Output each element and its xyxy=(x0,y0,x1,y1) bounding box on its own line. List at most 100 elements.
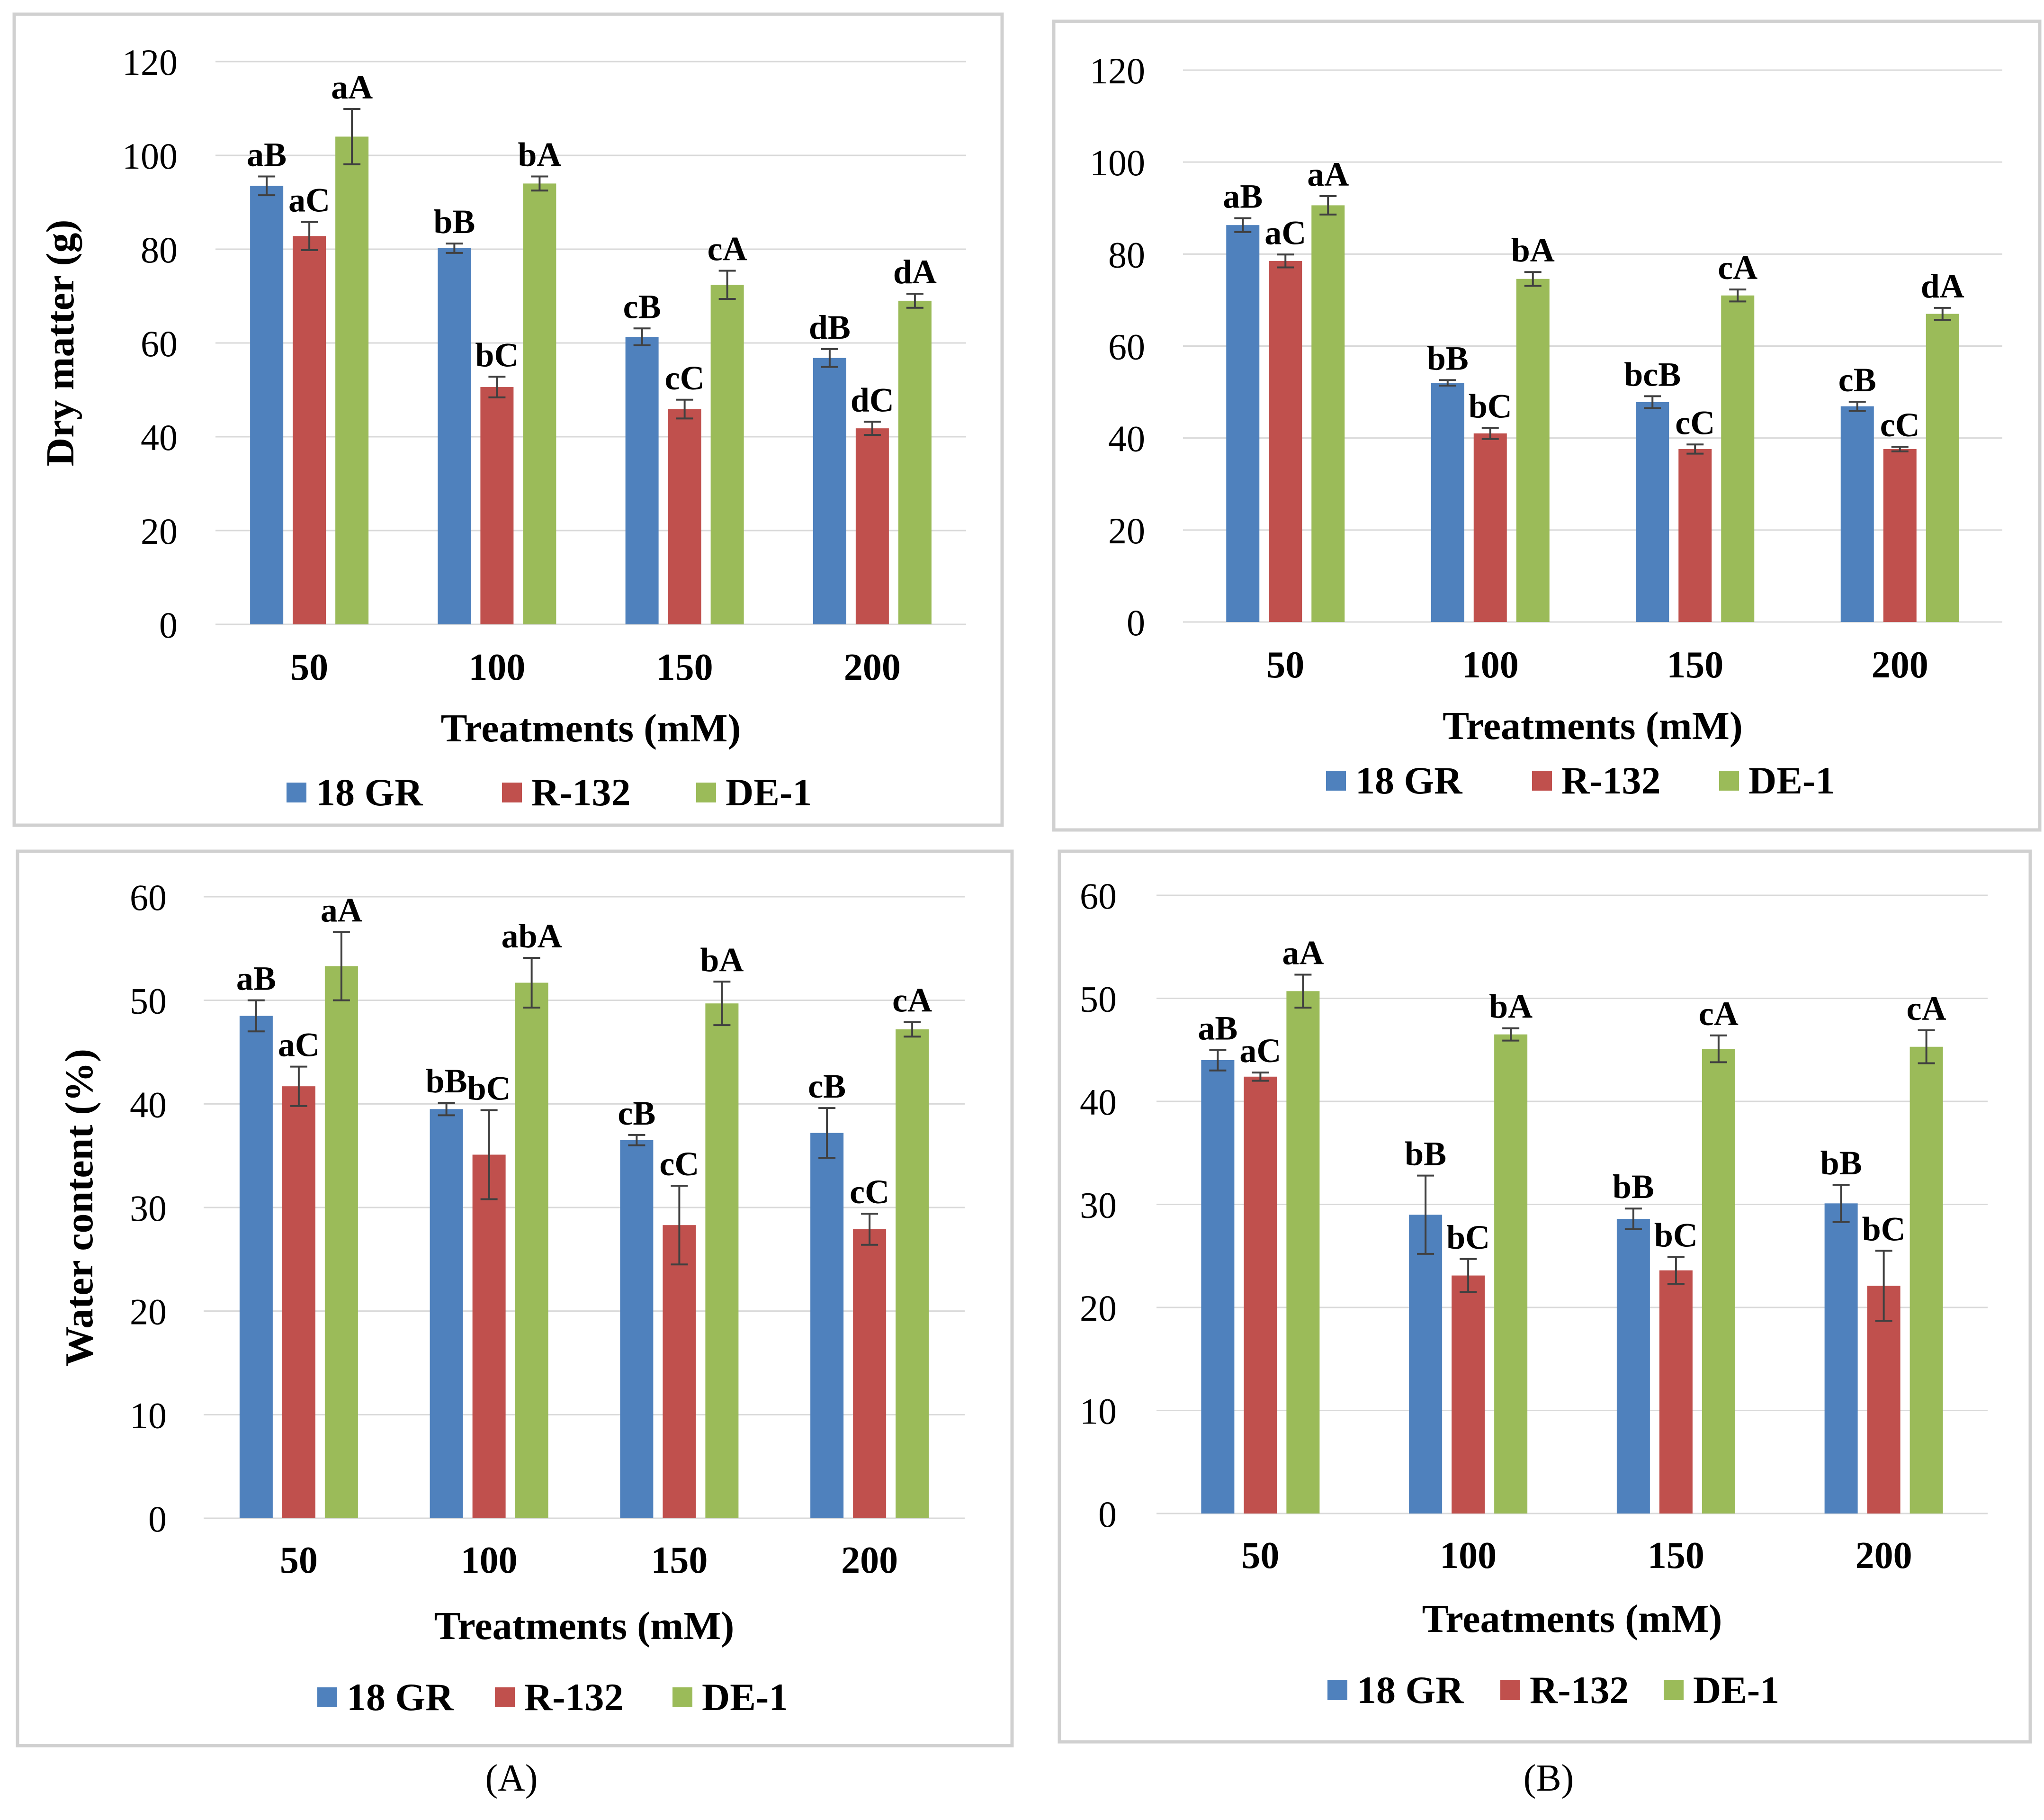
data-label: cC xyxy=(850,1173,889,1211)
y-tick-label: 20 xyxy=(130,1291,167,1333)
bar xyxy=(1286,991,1320,1514)
legend-swatch xyxy=(495,1687,515,1707)
data-label: dA xyxy=(893,253,937,291)
data-label: aB xyxy=(1198,1009,1237,1047)
bar xyxy=(1269,261,1302,622)
y-tick-label: 60 xyxy=(141,323,178,364)
bar xyxy=(523,183,556,624)
x-tick-label: 200 xyxy=(1856,1535,1912,1577)
y-axis-label: Water content (%) xyxy=(57,1049,101,1366)
bar xyxy=(438,248,471,624)
data-label: bC xyxy=(475,336,519,374)
data-label: aC xyxy=(288,181,330,219)
bar xyxy=(896,1029,929,1518)
panel-border xyxy=(1052,19,2042,832)
data-label: aB xyxy=(247,136,287,174)
y-tick-label: 120 xyxy=(1090,50,1145,91)
x-tick-label: 150 xyxy=(656,647,713,688)
data-label: bC xyxy=(1446,1218,1490,1256)
y-tick-label: 50 xyxy=(1080,979,1117,1020)
bar xyxy=(282,1086,315,1518)
y-tick-label: 40 xyxy=(141,417,178,458)
bar xyxy=(1494,1034,1528,1514)
data-label: aB xyxy=(236,960,276,998)
x-tick-label: 50 xyxy=(1266,644,1304,686)
legend-swatch xyxy=(1326,771,1346,791)
panel-border xyxy=(1058,849,2032,1744)
bar xyxy=(430,1109,463,1518)
panel-border xyxy=(12,12,1004,827)
x-tick-label: 100 xyxy=(1440,1535,1497,1577)
bar xyxy=(239,1016,273,1518)
bar xyxy=(1409,1215,1443,1514)
data-label: bA xyxy=(1511,231,1555,269)
y-tick-label: 80 xyxy=(1108,234,1145,275)
data-label: bB xyxy=(1613,1168,1654,1206)
data-label: cC xyxy=(665,359,705,397)
data-label: bcB xyxy=(1624,355,1681,393)
bar xyxy=(813,358,846,624)
legend-label: 18 GR xyxy=(1355,759,1462,802)
bar xyxy=(1201,1060,1235,1514)
y-tick-label: 100 xyxy=(122,135,178,177)
data-label: bA xyxy=(700,941,744,979)
bar xyxy=(810,1133,844,1518)
data-label: cA xyxy=(1699,995,1739,1033)
x-tick-label: 200 xyxy=(1872,644,1928,686)
bar xyxy=(1824,1203,1858,1514)
y-tick-label: 30 xyxy=(1080,1185,1117,1226)
data-label: cB xyxy=(623,288,661,325)
panel-border xyxy=(16,849,1014,1748)
bar xyxy=(705,1003,739,1518)
data-label: aB xyxy=(1223,178,1263,216)
data-label: bB xyxy=(426,1062,467,1100)
x-tick-label: 100 xyxy=(461,1540,518,1581)
bar xyxy=(1926,314,1959,622)
y-tick-label: 40 xyxy=(130,1084,167,1125)
data-label: aC xyxy=(278,1026,320,1064)
x-tick-label: 200 xyxy=(841,1540,898,1581)
data-label: dC xyxy=(851,381,894,419)
x-tick-label: 150 xyxy=(1648,1535,1704,1577)
legend-label: R-132 xyxy=(531,771,631,814)
bar xyxy=(472,1154,506,1518)
y-tick-label: 60 xyxy=(1108,326,1145,368)
data-label: aC xyxy=(1264,214,1306,252)
y-tick-label: 10 xyxy=(1080,1391,1117,1432)
x-tick-label: 150 xyxy=(1667,644,1723,686)
data-label: aA xyxy=(1282,934,1324,972)
bar xyxy=(1226,225,1260,622)
x-tick-label: 50 xyxy=(280,1540,318,1581)
bar xyxy=(625,337,659,624)
y-tick-label: 20 xyxy=(1080,1288,1117,1329)
data-label: bA xyxy=(1489,988,1533,1026)
bar xyxy=(620,1140,654,1518)
y-tick-label: 40 xyxy=(1108,418,1145,460)
legend-swatch xyxy=(502,783,522,802)
y-tick-label: 0 xyxy=(1098,1494,1117,1535)
bar xyxy=(898,300,932,624)
panel-label-b: (B) xyxy=(1524,1757,1574,1799)
bar xyxy=(324,966,358,1518)
data-label: cA xyxy=(1907,990,1946,1027)
y-tick-label: 40 xyxy=(1080,1081,1117,1123)
x-tick-label: 150 xyxy=(651,1540,708,1581)
legend-label: R-132 xyxy=(524,1676,624,1719)
legend-swatch xyxy=(696,783,716,802)
y-axis-label: Dry matter (g) xyxy=(38,220,82,467)
data-label: bB xyxy=(433,203,475,241)
bar xyxy=(1867,1286,1901,1514)
bar xyxy=(663,1225,696,1518)
data-label: bB xyxy=(1427,339,1469,377)
bar xyxy=(855,428,889,624)
data-label: cB xyxy=(808,1067,846,1105)
legend-label: R-132 xyxy=(1530,1668,1629,1712)
legend-label: DE-1 xyxy=(726,771,812,814)
data-label: bC xyxy=(1654,1216,1698,1254)
bar xyxy=(1883,449,1917,622)
data-label: cA xyxy=(1718,249,1757,287)
data-label: aA xyxy=(331,68,373,106)
x-axis-label: Treatments (mM) xyxy=(1443,704,1743,748)
